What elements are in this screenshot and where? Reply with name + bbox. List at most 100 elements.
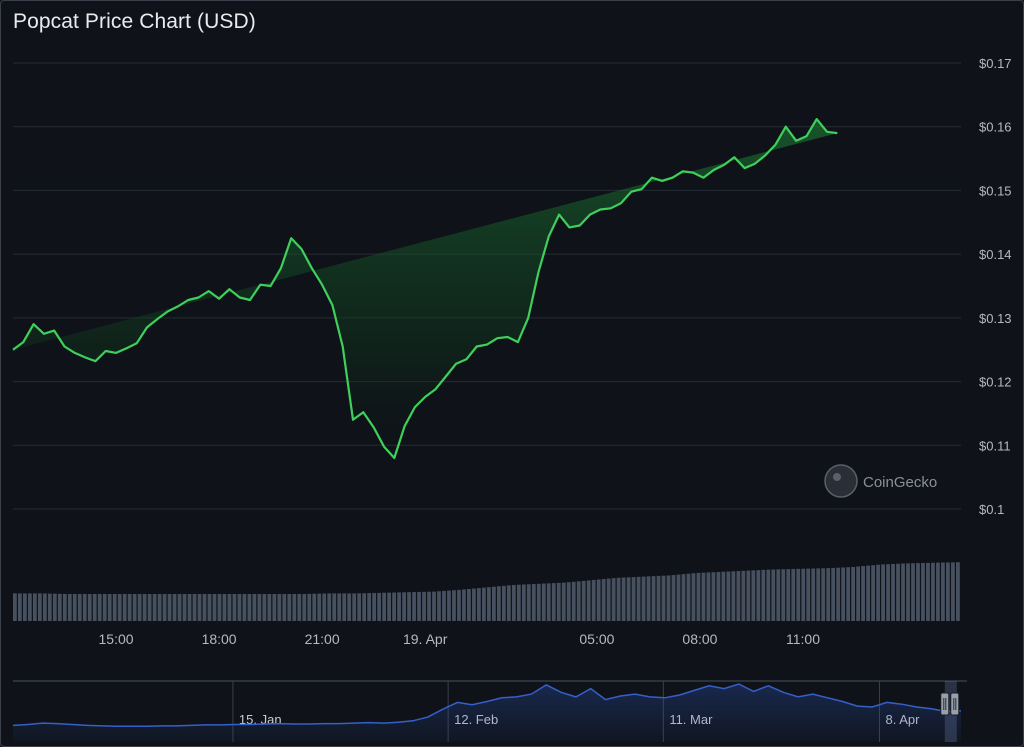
volume-bar: [691, 573, 696, 621]
volume-bar: [591, 579, 596, 621]
volume-bar: [107, 594, 112, 621]
volume-bar: [576, 581, 581, 621]
volume-bar: [731, 571, 736, 621]
volume-bar: [951, 562, 955, 621]
volume-bar: [427, 591, 431, 621]
volume-bar: [482, 587, 486, 621]
volume-bar: [272, 594, 277, 621]
x-tick-label: 18:00: [202, 631, 237, 647]
volume-bar: [511, 584, 516, 621]
time-navigator[interactable]: 15. Jan12. Feb11. Mar8. Apr: [12, 680, 967, 742]
volume-bar: [586, 580, 591, 621]
volume-bar: [491, 586, 496, 621]
volume-bar: [646, 576, 651, 621]
volume-bar: [352, 593, 357, 621]
volume-bar: [656, 575, 661, 621]
volume-bar: [761, 569, 766, 621]
volume-bar: [417, 591, 421, 621]
volume-bar: [571, 581, 576, 621]
volume-bar: [342, 593, 347, 621]
volume-bar: [142, 594, 147, 621]
price-line-group: [12, 118, 838, 460]
volume-bar: [841, 567, 846, 621]
price-line[interactable]: [12, 118, 838, 460]
volume-bar: [926, 562, 930, 621]
volume-bar: [72, 594, 77, 621]
volume-bar: [776, 569, 781, 621]
volume-bar: [32, 593, 37, 621]
volume-bar: [906, 563, 910, 621]
volume-bar: [122, 594, 127, 621]
volume-bar: [941, 562, 945, 621]
volume-bar: [676, 574, 681, 621]
volume-bar: [387, 592, 391, 621]
y-tick-label: $0.17: [979, 56, 1012, 71]
volume-bar: [447, 590, 451, 621]
volume-bar: [581, 580, 586, 621]
volume-bar: [551, 583, 556, 621]
volume-bar: [866, 565, 870, 621]
volume-bar: [457, 589, 461, 621]
volume-bar: [37, 593, 42, 621]
volume-bar: [27, 593, 32, 621]
volume-bar: [636, 576, 641, 621]
volume-bar: [686, 573, 691, 621]
volume-bar: [741, 570, 746, 621]
x-tick-label: 11:00: [786, 631, 820, 647]
volume-bar: [92, 594, 97, 621]
volume-bar: [861, 566, 865, 621]
volume-bar: [621, 577, 626, 621]
volume-bar: [302, 593, 307, 621]
volume-bar: [566, 582, 571, 621]
volume-bar: [711, 572, 716, 621]
volume-bar: [746, 570, 751, 621]
volume-bar: [696, 572, 701, 621]
volume-bar: [97, 594, 102, 621]
volume-bar: [257, 594, 262, 621]
volume-bar: [372, 592, 377, 621]
volume-bar: [452, 590, 456, 621]
volume-bar: [237, 594, 242, 621]
volume-bar: [487, 587, 491, 621]
volume-bar: [726, 571, 731, 621]
volume-bar: [596, 579, 601, 621]
volume-bar: [127, 594, 132, 621]
volume-bar: [631, 577, 636, 621]
volume-bar: [17, 593, 22, 621]
volume-bar: [876, 564, 880, 621]
volume-bar: [716, 571, 721, 621]
volume-bar: [891, 563, 895, 621]
volume-bar: [102, 594, 107, 621]
volume-bar: [182, 594, 187, 621]
volume-bar: [152, 594, 157, 621]
volume-bar: [756, 570, 761, 621]
volume-bar: [217, 594, 222, 621]
volume-bar: [816, 568, 821, 621]
volume-bar: [292, 594, 297, 621]
volume-bar: [87, 594, 92, 621]
volume-bar: [651, 576, 656, 621]
volume-bar: [432, 591, 436, 621]
volume-bars: [13, 562, 960, 621]
volume-bar: [47, 593, 52, 621]
volume-bar: [402, 592, 406, 621]
volume-bar: [856, 566, 861, 621]
volume-bar: [781, 569, 786, 621]
volume-bar: [247, 594, 252, 621]
volume-bar: [516, 584, 521, 621]
volume-bar: [52, 593, 57, 621]
volume-bar: [57, 593, 62, 621]
navigator-handle-icon[interactable]: [940, 692, 950, 716]
navigator-area: [13, 684, 961, 742]
volume-bar: [437, 591, 441, 621]
coingecko-watermark-text: CoinGecko: [863, 474, 937, 491]
volume-bar: [157, 594, 162, 621]
volume-bar: [327, 593, 332, 621]
volume-bar: [671, 575, 676, 621]
volume-bar: [347, 593, 352, 621]
volume-bar: [202, 594, 207, 621]
navigator-handle-icon[interactable]: [950, 692, 960, 716]
volume-bar: [701, 572, 706, 621]
volume-bar: [337, 593, 342, 621]
